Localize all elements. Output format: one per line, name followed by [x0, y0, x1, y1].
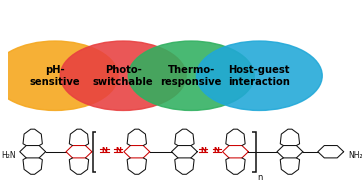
Circle shape	[60, 41, 186, 110]
Text: Host-guest
interaction: Host-guest interaction	[228, 65, 290, 87]
Circle shape	[196, 41, 322, 110]
Text: pH-
sensitive: pH- sensitive	[30, 65, 80, 87]
Text: Photo-
switchable: Photo- switchable	[93, 65, 153, 87]
Text: N: N	[102, 147, 108, 153]
Text: Thermo-
responsive: Thermo- responsive	[161, 65, 222, 87]
Text: n: n	[257, 173, 262, 182]
Text: NH₂: NH₂	[348, 151, 362, 160]
Text: N: N	[200, 147, 206, 153]
Text: N: N	[214, 147, 220, 153]
Text: H₂N: H₂N	[1, 151, 16, 160]
Circle shape	[128, 41, 254, 110]
Circle shape	[0, 41, 118, 110]
Text: N: N	[115, 147, 121, 153]
